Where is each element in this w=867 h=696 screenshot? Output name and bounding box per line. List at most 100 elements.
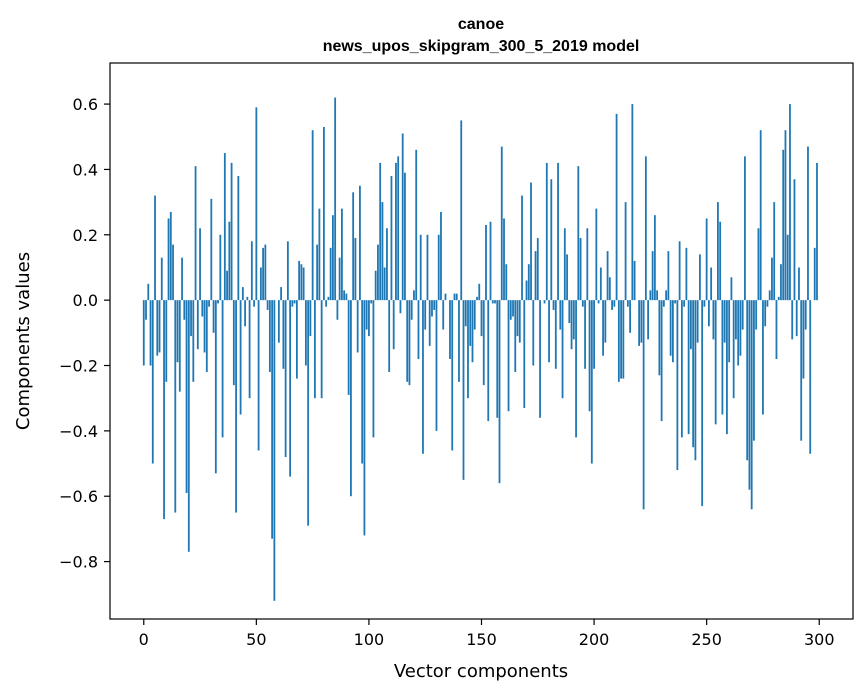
bar-287 xyxy=(789,104,791,301)
bar-277 xyxy=(766,300,769,307)
x-tick-label-6: 300 xyxy=(804,630,835,649)
bar-261 xyxy=(730,277,733,301)
bar-3 xyxy=(149,300,152,366)
bar-51 xyxy=(257,300,260,451)
bar-134 xyxy=(444,293,447,301)
bar-32 xyxy=(214,300,217,474)
bar-72 xyxy=(304,300,307,366)
bar-25 xyxy=(199,228,201,301)
bar-249 xyxy=(703,300,706,307)
bar-55 xyxy=(266,300,269,310)
bar-272 xyxy=(755,300,758,330)
bar-130 xyxy=(435,300,438,431)
bar-196 xyxy=(584,300,586,369)
bar-204 xyxy=(602,300,604,356)
bar-162 xyxy=(507,300,510,412)
bar-14 xyxy=(174,300,177,513)
bar-106 xyxy=(381,202,384,301)
bar-34 xyxy=(219,234,222,301)
bar-82 xyxy=(327,296,330,301)
bar-200 xyxy=(593,300,595,369)
bar-70 xyxy=(300,264,303,301)
bar-96 xyxy=(359,185,361,301)
bar-79 xyxy=(320,300,323,399)
bar-214 xyxy=(624,202,627,301)
bar-233 xyxy=(667,251,670,301)
bar-232 xyxy=(665,290,668,301)
bar-195 xyxy=(581,300,584,307)
bar-88 xyxy=(341,208,343,301)
bar-69 xyxy=(298,260,301,301)
bar-175 xyxy=(536,238,539,301)
bar-279 xyxy=(771,257,773,301)
chart-subtitle: news_upos_skipgram_300_5_2019 model xyxy=(323,38,640,55)
bar-38 xyxy=(228,221,231,301)
bar-142 xyxy=(462,300,465,480)
y-tick-label-1: −0.6 xyxy=(59,487,98,506)
bar-201 xyxy=(595,208,598,301)
bar-243 xyxy=(689,300,692,350)
bar-84 xyxy=(332,215,334,301)
bar-192 xyxy=(575,300,577,438)
bar-98 xyxy=(363,300,366,536)
bar-137 xyxy=(451,300,454,451)
bar-271 xyxy=(753,300,755,441)
bar-227 xyxy=(653,215,656,301)
bar-140 xyxy=(458,300,460,382)
bar-60 xyxy=(277,300,280,343)
bar-71 xyxy=(302,267,305,301)
bar-198 xyxy=(588,300,591,412)
bar-281 xyxy=(775,300,778,359)
bar-154 xyxy=(489,221,492,301)
bar-44 xyxy=(241,287,244,301)
bar-165 xyxy=(514,300,517,373)
bar-159 xyxy=(500,146,503,301)
bar-115 xyxy=(401,133,404,301)
y-tick-label-6: 0.4 xyxy=(73,160,98,179)
bar-220 xyxy=(638,300,641,346)
bar-236 xyxy=(674,300,677,304)
bar-81 xyxy=(325,300,328,307)
bar-265 xyxy=(739,300,742,356)
bar-164 xyxy=(512,300,514,317)
bar-199 xyxy=(590,300,593,464)
bar-254 xyxy=(714,300,717,425)
bar-30 xyxy=(210,198,213,301)
bar-41 xyxy=(235,300,237,513)
bar-33 xyxy=(217,300,219,304)
bar-78 xyxy=(318,208,321,301)
bar-46 xyxy=(246,296,249,301)
bar-13 xyxy=(172,244,174,301)
bar-222 xyxy=(642,300,645,510)
bar-293 xyxy=(802,300,805,379)
bar-126 xyxy=(426,234,429,301)
bar-189 xyxy=(568,300,571,324)
bar-160 xyxy=(503,218,505,301)
bar-242 xyxy=(687,300,690,435)
bar-224 xyxy=(647,300,650,340)
bar-273 xyxy=(757,228,760,301)
bar-235 xyxy=(671,300,674,363)
x-tick-label-3: 150 xyxy=(466,630,497,649)
bar-187 xyxy=(563,228,566,301)
bar-206 xyxy=(606,251,609,301)
bar-141 xyxy=(460,120,463,301)
bar-288 xyxy=(791,300,794,340)
bar-278 xyxy=(768,290,771,301)
bar-1 xyxy=(145,300,147,320)
y-tick-label-4: 0.0 xyxy=(73,291,98,310)
bar-203 xyxy=(599,267,602,301)
bar-229 xyxy=(658,300,661,376)
bar-64 xyxy=(286,241,289,301)
bar-191 xyxy=(572,300,575,340)
bar-125 xyxy=(424,300,427,330)
bar-136 xyxy=(449,300,451,359)
bar-246 xyxy=(696,300,699,343)
bar-45 xyxy=(244,300,246,327)
bar-62 xyxy=(282,300,285,369)
bar-264 xyxy=(737,300,740,366)
bar-158 xyxy=(498,300,501,484)
bar-75 xyxy=(311,130,314,301)
bar-234 xyxy=(669,300,672,356)
